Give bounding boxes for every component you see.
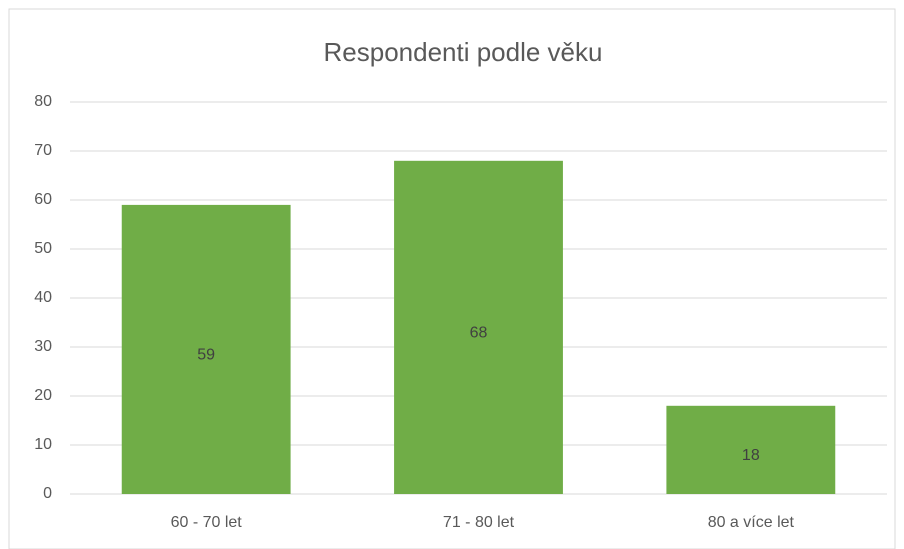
data-label: 18 (742, 447, 760, 464)
bar (394, 160, 563, 495)
x-tick-label: 60 - 70 let (171, 514, 243, 531)
x-tick-label: 80 a více let (708, 514, 795, 531)
bar (121, 204, 291, 494)
y-tick-label: 30 (34, 338, 52, 355)
x-tick-label: 71 - 80 let (443, 514, 515, 531)
y-tick-label: 70 (34, 142, 52, 159)
bar (666, 405, 836, 494)
data-label: 59 (197, 347, 215, 364)
y-tick-label: 50 (34, 240, 52, 257)
y-tick-label: 80 (34, 93, 52, 110)
chart-title: Respondenti podle věku (324, 37, 603, 67)
y-tick-label: 60 (34, 191, 52, 208)
y-tick-label: 10 (34, 436, 52, 453)
y-tick-label: 20 (34, 387, 52, 404)
data-label: 68 (470, 325, 488, 342)
y-tick-label: 40 (34, 289, 52, 306)
y-tick-label: 0 (43, 485, 52, 502)
